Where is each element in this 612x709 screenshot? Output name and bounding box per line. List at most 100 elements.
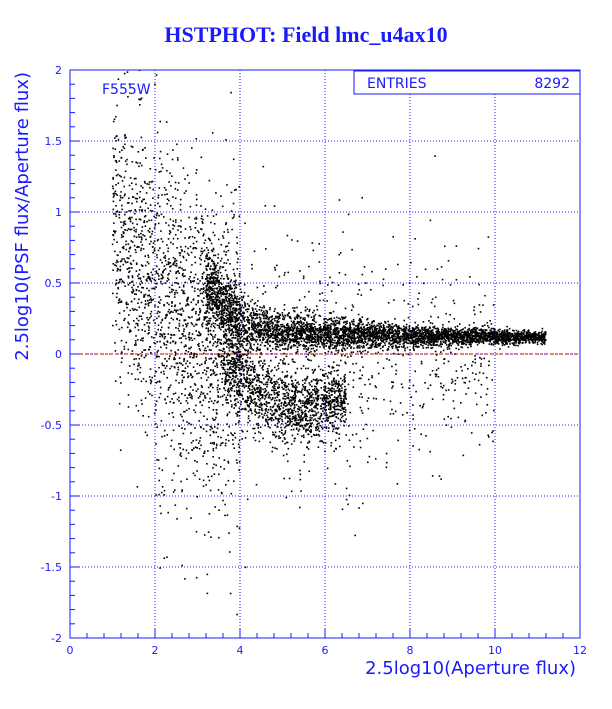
data-point (368, 327, 371, 329)
data-point (337, 333, 339, 336)
data-point (497, 340, 499, 343)
data-point (228, 347, 230, 349)
data-point (210, 273, 213, 275)
data-point (313, 329, 315, 332)
data-point (400, 329, 403, 331)
data-point (366, 327, 369, 330)
data-point (342, 332, 345, 335)
data-point (316, 335, 319, 338)
data-point (327, 324, 330, 326)
data-point (264, 341, 267, 344)
data-point (513, 334, 516, 337)
data-point (396, 336, 398, 338)
data-point (275, 345, 277, 348)
data-point (381, 330, 384, 333)
data-point (350, 351, 353, 354)
data-point (429, 335, 432, 337)
data-point (266, 311, 268, 313)
data-point (208, 304, 211, 306)
data-point (488, 331, 490, 334)
data-point (425, 346, 428, 349)
data-point (305, 329, 308, 332)
data-point (289, 333, 292, 336)
data-point (238, 335, 240, 337)
data-point (246, 319, 248, 321)
data-point (298, 331, 300, 333)
data-point (215, 301, 218, 304)
data-point (344, 377, 346, 379)
data-point (243, 337, 245, 340)
data-point (361, 340, 363, 343)
data-point (241, 362, 244, 365)
data-point (480, 341, 483, 343)
data-point (222, 314, 225, 317)
data-point (339, 390, 342, 393)
data-point (338, 383, 340, 385)
data-point (448, 340, 450, 343)
data-point (405, 330, 407, 332)
data-point (229, 303, 231, 305)
data-point (359, 347, 361, 349)
data-point (315, 433, 318, 436)
data-point (343, 378, 346, 380)
data-point (312, 311, 314, 314)
data-point (284, 340, 287, 343)
data-point (456, 339, 458, 342)
data-point (499, 339, 502, 341)
data-point (319, 338, 322, 341)
data-point (308, 382, 311, 384)
data-point (397, 336, 400, 339)
data-point (213, 268, 216, 270)
data-point (310, 350, 312, 353)
data-point (238, 380, 241, 382)
data-point (239, 319, 242, 322)
data-point (407, 342, 410, 345)
data-point (247, 352, 250, 355)
data-point (462, 340, 465, 342)
data-point (440, 333, 442, 336)
data-point (335, 342, 337, 345)
data-point (452, 341, 455, 343)
data-point (503, 329, 506, 331)
data-point (347, 335, 349, 338)
data-point (495, 334, 498, 336)
data-point (302, 327, 304, 330)
data-point (206, 294, 209, 297)
data-point (501, 342, 504, 344)
data-point (428, 337, 431, 340)
data-point (352, 330, 354, 333)
data-point (456, 331, 459, 334)
data-point (446, 348, 449, 350)
data-point (234, 324, 237, 326)
data-point (311, 325, 313, 328)
data-point (463, 331, 465, 334)
data-point (415, 340, 418, 343)
data-point (519, 339, 522, 342)
data-point (306, 389, 308, 392)
data-point (512, 334, 514, 336)
data-point (541, 327, 544, 330)
data-point (348, 330, 351, 333)
data-point (372, 325, 374, 328)
data-point (532, 338, 534, 341)
data-point (470, 345, 472, 348)
data-point (256, 405, 259, 407)
data-point (271, 324, 273, 327)
data-point (542, 335, 545, 337)
data-point (376, 337, 379, 340)
data-point (254, 368, 256, 371)
data-point (447, 327, 449, 330)
data-point (297, 329, 299, 332)
data-point (530, 336, 533, 338)
data-point (273, 434, 276, 436)
data-point (294, 307, 296, 309)
data-point (272, 341, 274, 343)
data-point (440, 332, 443, 334)
data-point (217, 272, 220, 274)
data-point (314, 410, 316, 413)
data-point (311, 326, 314, 329)
data-point (214, 312, 216, 314)
data-point (342, 321, 345, 324)
data-point (416, 329, 418, 332)
data-point (477, 339, 480, 342)
